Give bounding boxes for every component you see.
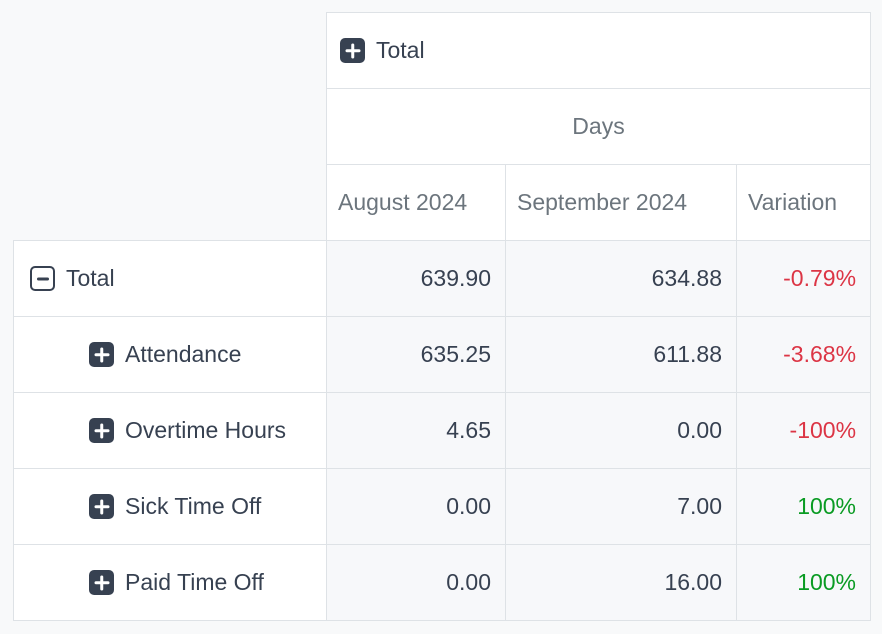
expand-column-icon[interactable] (340, 38, 365, 63)
expand-row-icon[interactable] (89, 418, 114, 443)
table-row-overtime-hours: Overtime Hours 4.65 0.00 -100% (13, 392, 872, 469)
pivot-measure-header-days[interactable]: Days (325, 88, 872, 165)
pivot-col-variation[interactable]: Variation (735, 164, 872, 241)
cell-value: 611.88 (505, 316, 737, 393)
pivot-view: Total Days August 2024 September 2024 Va… (0, 0, 882, 621)
row-label: Paid Time Off (125, 569, 264, 595)
row-header-total[interactable]: Total (13, 240, 327, 317)
row-header-paid-time-off[interactable]: Paid Time Off (13, 544, 327, 621)
cell-value: 635.25 (326, 316, 506, 393)
pivot-corner-blank (14, 13, 327, 241)
cell-value: 0.00 (505, 392, 737, 469)
cell-variation: 100% (735, 468, 872, 545)
pivot-table: Total Days August 2024 September 2024 Va… (13, 12, 872, 621)
expand-row-icon[interactable] (89, 570, 114, 595)
cell-variation: 100% (735, 544, 872, 621)
row-label: Overtime Hours (125, 417, 287, 443)
row-header-attendance[interactable]: Attendance (13, 316, 327, 393)
expand-row-icon[interactable] (89, 494, 114, 519)
cell-value: 634.88 (505, 240, 737, 317)
cell-value: 639.90 (326, 240, 506, 317)
row-label: Sick Time Off (125, 493, 262, 519)
table-row-total: Total 639.90 634.88 -0.79% (13, 240, 872, 317)
table-row-sick-time-off: Sick Time Off 0.00 7.00 100% (13, 468, 872, 545)
cell-value: 0.00 (326, 544, 506, 621)
pivot-subcolumn-row: August 2024 September 2024 Variation (14, 164, 872, 241)
pivot-col-group-row: Total (14, 12, 872, 89)
row-label: Total (66, 265, 115, 291)
pivot-col-august-2024[interactable]: August 2024 (326, 164, 506, 241)
pivot-col-header-label: Total (376, 37, 425, 63)
cell-variation: -3.68% (735, 316, 872, 393)
cell-value: 0.00 (326, 468, 506, 545)
row-header-sick-time-off[interactable]: Sick Time Off (13, 468, 327, 545)
table-row-paid-time-off: Paid Time Off 0.00 16.00 100% (13, 544, 872, 621)
row-header-overtime-hours[interactable]: Overtime Hours (13, 392, 327, 469)
collapse-row-icon[interactable] (30, 266, 55, 291)
cell-value: 4.65 (326, 392, 506, 469)
pivot-measure-row: Days (14, 88, 872, 165)
cell-value: 16.00 (505, 544, 737, 621)
expand-row-icon[interactable] (89, 342, 114, 367)
cell-variation: -0.79% (735, 240, 872, 317)
table-row-attendance: Attendance 635.25 611.88 -3.68% (13, 316, 872, 393)
pivot-col-header-total[interactable]: Total (325, 12, 872, 89)
cell-value: 7.00 (505, 468, 737, 545)
cell-variation: -100% (735, 392, 872, 469)
row-label: Attendance (125, 341, 242, 367)
pivot-col-september-2024[interactable]: September 2024 (505, 164, 737, 241)
